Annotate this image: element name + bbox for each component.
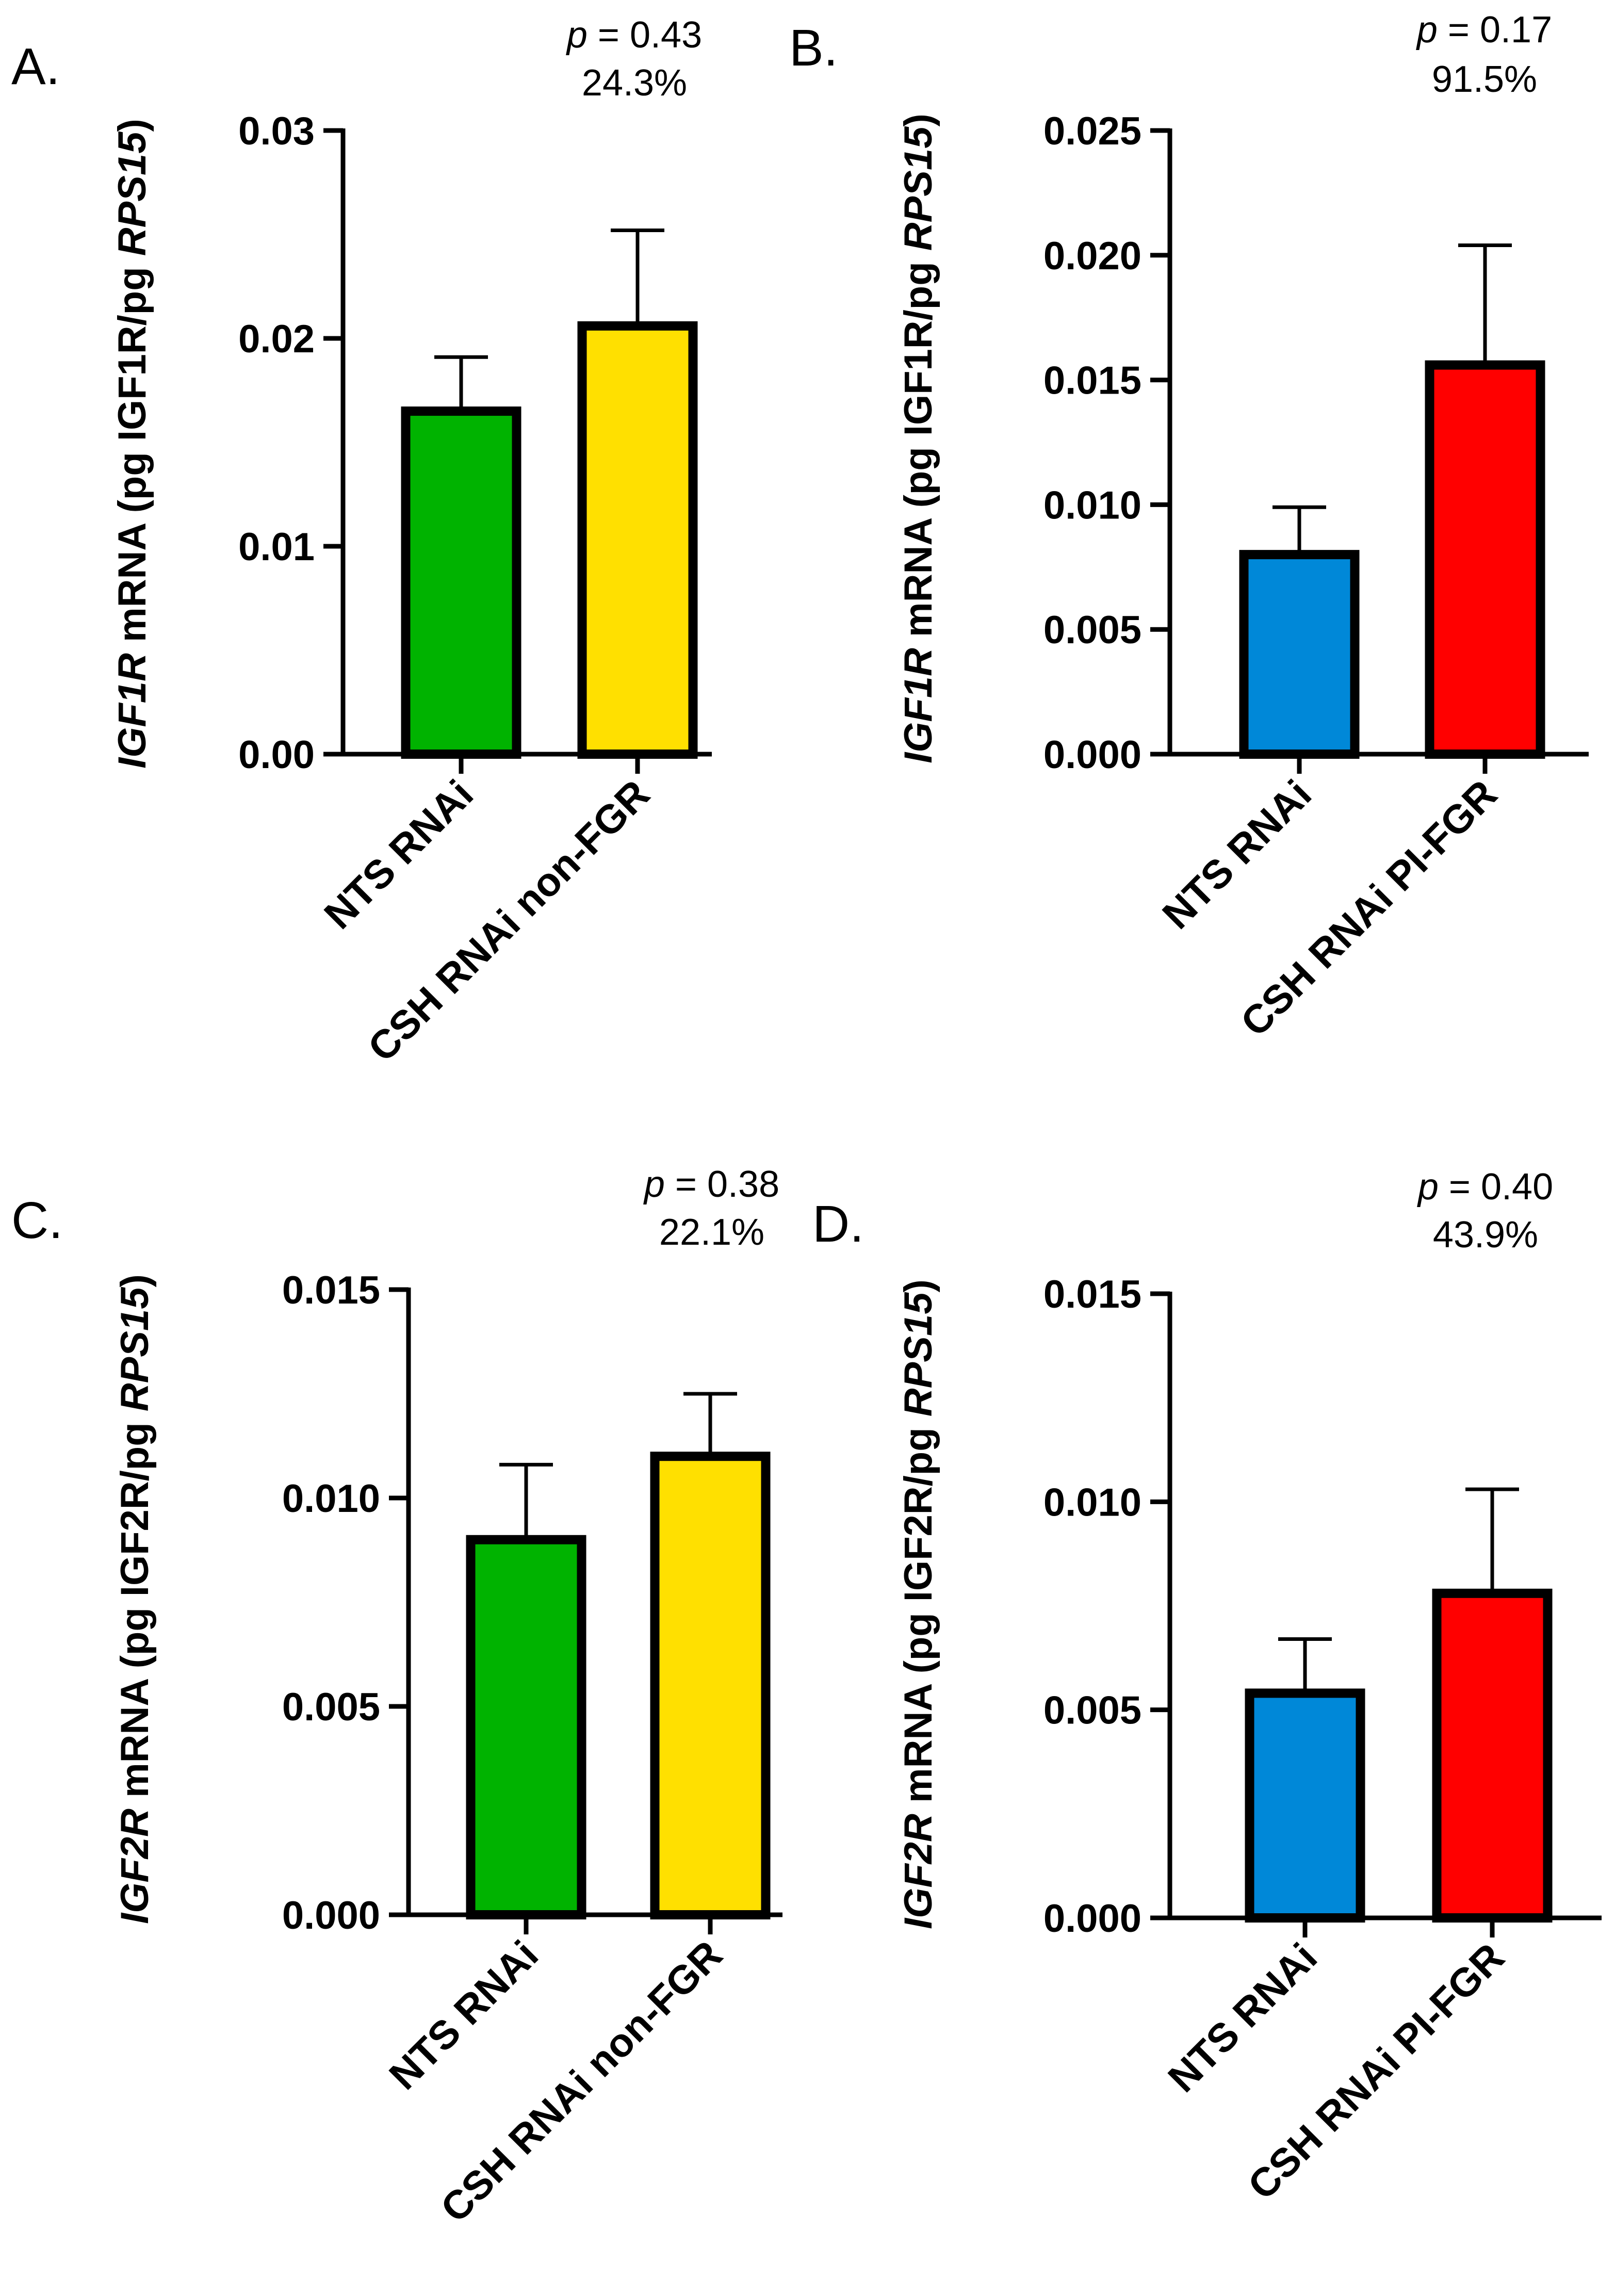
chart-panel-b: B. p = 0.17 91.5% 0.000 0.005 0.010 0.015 0.020… — [789, 9, 1589, 1045]
percent-change-annotation: 91.5% — [1432, 59, 1537, 100]
y-tick-label: 0.005 — [282, 1685, 380, 1729]
y-label-gene: IGF2R — [113, 1809, 157, 1924]
y-label-end: ) — [896, 1279, 940, 1292]
y-tick-label: 0.01 — [238, 525, 315, 569]
p-value-annotation: p = 0.40 — [1417, 1166, 1553, 1208]
y-tick-label: 0.000 — [1043, 733, 1141, 777]
percent-change-annotation: 24.3% — [582, 62, 687, 104]
panel-label: C. — [11, 1192, 63, 1249]
chart-panel-a: A. p = 0.43 24.3% 0.00 0.01 0.02 0.03 NTS RNAiC… — [11, 14, 712, 1070]
y-tick-label: 0.010 — [282, 1477, 380, 1521]
y-label-reference-gene: RPS15 — [896, 126, 940, 251]
percent-change-annotation: 43.9% — [1433, 1214, 1538, 1256]
bar-1 — [1239, 550, 1360, 759]
p-symbol: p — [1417, 1166, 1439, 1208]
y-tick-label: 0.005 — [1043, 608, 1141, 652]
p-value-annotation: p = 0.17 — [1416, 9, 1552, 51]
bar-1 — [1245, 1688, 1365, 1923]
p-value-text: = 0.40 — [1439, 1166, 1553, 1208]
p-value-text: = 0.38 — [665, 1164, 779, 1205]
y-axis-label: IGF2R mRNA (pg IGF2R/pg RPS15) — [113, 1274, 157, 1924]
y-tick-label: 0.000 — [282, 1894, 380, 1937]
y-tick-label: 0.010 — [1043, 483, 1141, 527]
y-label-end: ) — [110, 119, 154, 132]
y-axis-label: IGF1R mRNA (pg IGF1R/pg RPS15) — [896, 113, 940, 763]
panel-label: B. — [789, 19, 838, 77]
y-tick-label: 0.025 — [1043, 109, 1141, 153]
p-symbol: p — [1416, 9, 1438, 51]
bar-2 — [577, 321, 698, 759]
panel-label: D. — [812, 1195, 864, 1253]
y-label-reference-gene: RPS15 — [896, 1292, 940, 1417]
y-tick-label: 0.015 — [1043, 359, 1141, 403]
p-value-text: = 0.17 — [1438, 9, 1552, 51]
x-tick-label-1: NTS RNAi — [380, 1932, 547, 2098]
p-symbol: p — [566, 14, 588, 56]
y-axis-label: IGF2R mRNA (pg IGF2R/pg RPS15) — [896, 1279, 940, 1929]
percent-change-annotation: 22.1% — [659, 1212, 764, 1253]
y-label-gene: IGF1R — [110, 653, 154, 769]
bar-2 — [1432, 1588, 1553, 1923]
y-label-gene: IGF2R — [896, 1814, 940, 1929]
chart-panel-d: D. p = 0.40 43.9% 0.000 0.005 0.010 0.015 NTS R… — [812, 1166, 1602, 2208]
y-tick-label: 0.02 — [238, 317, 315, 361]
p-value-annotation: p = 0.43 — [566, 14, 702, 56]
y-axis-label: IGF1R mRNA (pg IGF1R/pg RPS15) — [110, 119, 154, 769]
y-label-middle: mRNA (pg IGF2R/pg — [113, 1411, 157, 1809]
y-tick-label: 0.03 — [238, 109, 315, 153]
y-label-middle: mRNA (pg IGF1R/pg — [110, 256, 154, 653]
y-tick-label: 0.005 — [1043, 1689, 1141, 1733]
x-tick-label-2: CSH RNAi non-FGR — [359, 771, 658, 1070]
bar-1 — [401, 406, 521, 759]
y-tick-label: 0.00 — [238, 733, 315, 777]
p-symbol: p — [643, 1164, 665, 1205]
y-tick-label: 0.015 — [1043, 1273, 1141, 1316]
y-label-reference-gene: RPS15 — [110, 131, 154, 256]
y-label-end: ) — [113, 1274, 157, 1287]
y-tick-label: 0.010 — [1043, 1480, 1141, 1524]
y-label-middle: mRNA (pg IGF1R/pg — [896, 251, 940, 648]
p-value-text: = 0.43 — [588, 14, 702, 56]
y-label-reference-gene: RPS15 — [113, 1287, 157, 1412]
y-label-gene: IGF1R — [896, 648, 940, 763]
y-tick-label: 0.000 — [1043, 1897, 1141, 1941]
x-tick-label-1: NTS RNAi — [1153, 771, 1320, 938]
panel-label: A. — [11, 38, 60, 95]
y-tick-label: 0.020 — [1043, 234, 1141, 278]
y-label-end: ) — [896, 113, 940, 126]
x-tick-label-1: NTS RNAi — [315, 771, 482, 938]
x-tick-label-1: NTS RNAi — [1159, 1934, 1326, 2101]
bar-1 — [466, 1535, 586, 1920]
bar-2 — [650, 1452, 771, 1919]
chart-panel-c: C. p = 0.38 22.1% 0.000 0.005 0.010 0.015 NTS R… — [11, 1164, 782, 2231]
y-tick-label: 0.015 — [282, 1268, 380, 1312]
bar-2 — [1425, 360, 1545, 759]
p-value-annotation: p = 0.38 — [643, 1164, 779, 1205]
y-label-middle: mRNA (pg IGF2R/pg — [896, 1416, 940, 1814]
